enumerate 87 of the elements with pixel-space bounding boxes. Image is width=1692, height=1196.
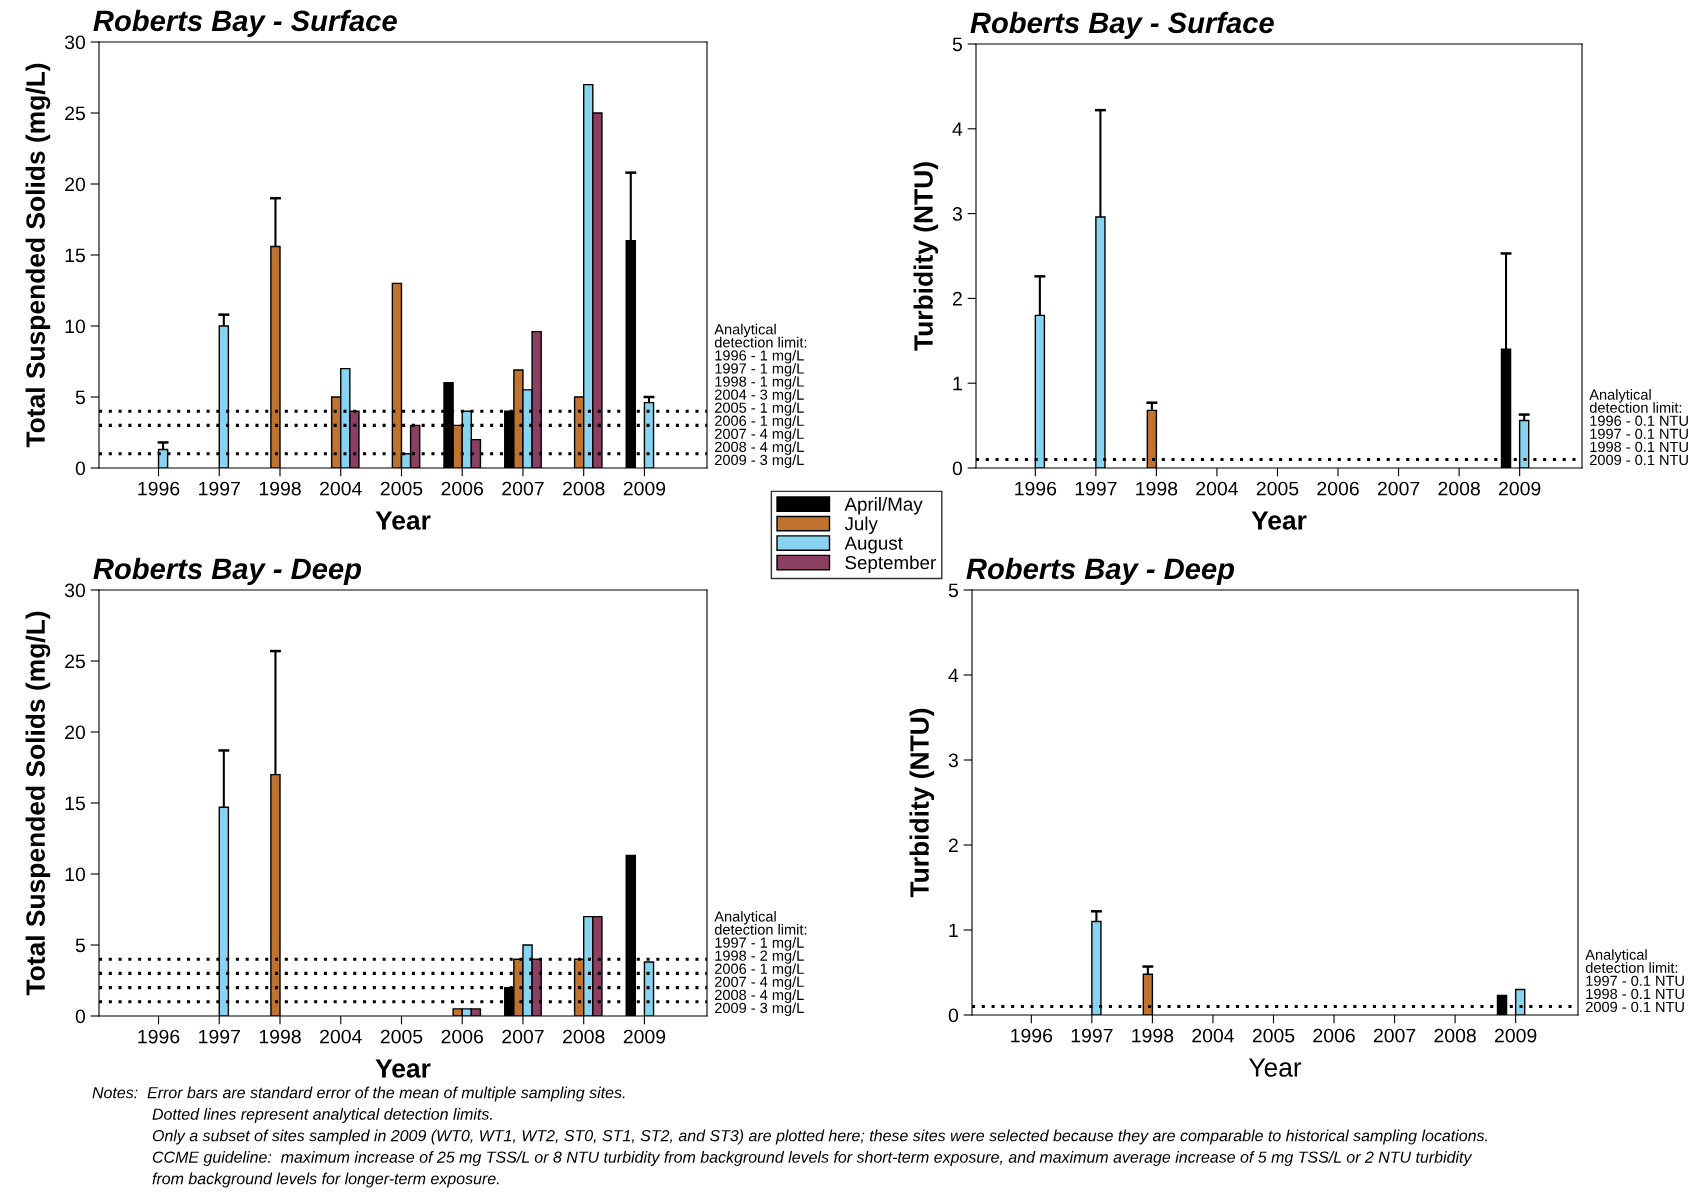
x-axis-title: Year — [1248, 1058, 1302, 1077]
text: from background levels for longer-term exposure. — [152, 1172, 499, 1188]
y-tick-label: 25 — [65, 654, 85, 669]
text: Analytical detection limit: 1996 - 0.1 NTU 1997 - 0.1 NTU 1998 - 0.1 NTU 2009 - 0.1 NTU — [1589, 389, 1688, 466]
x-tick-label: 1996 — [138, 481, 180, 496]
x-tick-label: 2008 — [1438, 481, 1480, 496]
x-axis-title: Year — [1251, 511, 1307, 530]
x-tick-label: 2008 — [563, 481, 605, 496]
x-tick-label: 2004 — [1196, 481, 1239, 496]
x-tick-label: 2008 — [1434, 1028, 1476, 1043]
chart-title: Roberts Bay - Surface — [93, 9, 397, 37]
legend-label: August — [844, 536, 903, 554]
x-tick-label: 1996 — [1011, 1028, 1053, 1043]
y-tick-label: 5 — [75, 938, 85, 953]
x-tick-label: 2007 — [502, 1029, 544, 1044]
y-tick-label: 15 — [65, 248, 85, 263]
y-tick-label: 20 — [65, 725, 86, 740]
y-tick-label: 1 — [953, 376, 962, 391]
x-tick-label: 1997 — [199, 481, 240, 496]
x-tick-label: 2009 — [1495, 1028, 1537, 1043]
y-tick-label: 1 — [949, 923, 958, 938]
chart-title: Roberts Bay - Deep — [93, 557, 362, 585]
x-tick-label: 2005 — [380, 1029, 423, 1044]
legend-label: September — [845, 555, 936, 573]
y-tick-label: 0 — [952, 461, 963, 476]
y-tick-label: 30 — [64, 583, 86, 598]
y-tick-label: 30 — [64, 35, 86, 50]
x-tick-label: 2005 — [1256, 481, 1299, 496]
y-tick-label: 2 — [952, 291, 962, 306]
x-tick-label: 2006 — [441, 481, 483, 496]
text: Notes: Error bars are standard error of the mean of multiple sampling sites. — [92, 1086, 625, 1102]
text: Analytical detection limit: 1997 - 0.1 NTU 1998 - 0.1 NTU 2009 - 0.1 NTU — [1585, 949, 1684, 1013]
y-tick-label: 2 — [948, 838, 958, 853]
x-tick-label: 1997 — [1075, 481, 1117, 496]
x-tick-label: 1996 — [138, 1029, 180, 1044]
x-tick-label: 2005 — [1252, 1028, 1295, 1043]
chart-title: Roberts Bay - Surface — [970, 11, 1274, 39]
x-tick-label: 1998 — [1136, 481, 1178, 496]
x-tick-label: 1996 — [1015, 481, 1057, 496]
x-tick-label: 2006 — [1313, 1028, 1355, 1043]
x-tick-label: 2008 — [563, 1029, 605, 1044]
x-tick-label: 2006 — [441, 1029, 483, 1044]
y-tick-label: 15 — [65, 796, 85, 811]
x-tick-label: 2009 — [623, 1029, 666, 1044]
x-tick-label: 2004 — [320, 481, 362, 496]
y-tick-label: 10 — [65, 319, 86, 334]
legend-label: April/May — [844, 497, 923, 515]
x-tick-label: 2005 — [380, 481, 423, 496]
y-tick-label: 3 — [948, 753, 958, 768]
text: Only a subset of sites sampled in 2009 (WT0, WT1, WT2, ST0, ST1, ST2, and ST3) are plotted here; these sites were selected because they are comparable to historical sampling locations. — [152, 1129, 1488, 1145]
y-tick-label: 20 — [65, 177, 86, 192]
y-axis-title: Total Suspended Solids (mg/L) — [25, 63, 51, 448]
x-axis-title: Year — [375, 1059, 431, 1078]
text: Analytical detection limit: 1996 - 1 mg/L 1997 - 1 mg/L 1998 - 1 mg/L 2004 - 3 mg/L 2005 - 1 mg/L 2006 - 1 mg/L 2007 - 4 mg/L 2008 - 4 mg/L 2009 - 3 mg/L — [714, 323, 807, 468]
x-axis-title: Year — [375, 511, 431, 530]
y-tick-label: 10 — [65, 867, 86, 882]
y-tick-label: 0 — [75, 461, 86, 476]
y-tick-label: 5 — [75, 390, 85, 405]
legend-label: July — [844, 516, 878, 535]
x-tick-label: 2004 — [1192, 1028, 1235, 1043]
x-tick-label: 1997 — [199, 1029, 240, 1044]
x-tick-label: 2009 — [623, 481, 666, 496]
text: CCME guideline: maximum increase of 25 mg TSS/L or 8 NTU turbidity from background levels for short-term exposure, and maximum average increase of 5 mg TSS/L or 2 NTU turbidity — [152, 1151, 1473, 1166]
y-tick-label: 3 — [952, 207, 962, 221]
y-tick-label: 0 — [75, 1009, 86, 1024]
x-tick-label: 2006 — [1317, 481, 1359, 496]
y-tick-label: 4 — [948, 668, 959, 683]
text: Analytical detection limit: 1997 - 1 mg/L 1998 - 2 mg/L 2006 - 1 mg/L 2007 - 4 mg/L 2008 - 4 mg/L 2009 - 3 mg/L — [714, 910, 807, 1016]
text: Dotted lines represent analytical detection limits. — [152, 1108, 492, 1123]
x-tick-label: 1997 — [1071, 1028, 1113, 1043]
y-axis-title: Turbidity (NTU) — [913, 162, 939, 351]
x-tick-label: 1998 — [1132, 1028, 1174, 1043]
y-axis-title: Turbidity (NTU) — [909, 708, 935, 898]
y-tick-label: 5 — [952, 37, 962, 52]
x-tick-label: 1998 — [259, 1029, 301, 1044]
x-tick-label: 2007 — [1377, 481, 1420, 496]
y-axis-title: Total Suspended Solids (mg/L) — [25, 611, 51, 996]
y-tick-label: 25 — [65, 106, 85, 121]
x-tick-label: 1998 — [259, 481, 301, 496]
x-tick-label: 2009 — [1499, 481, 1541, 496]
x-tick-label: 2007 — [1373, 1028, 1416, 1043]
y-tick-label: 4 — [952, 122, 963, 136]
x-tick-label: 2004 — [320, 1029, 362, 1044]
x-tick-label: 2007 — [502, 481, 544, 496]
chart-title: Roberts Bay - Deep — [966, 557, 1235, 585]
y-tick-label: 0 — [948, 1008, 959, 1023]
y-tick-label: 5 — [948, 583, 958, 598]
